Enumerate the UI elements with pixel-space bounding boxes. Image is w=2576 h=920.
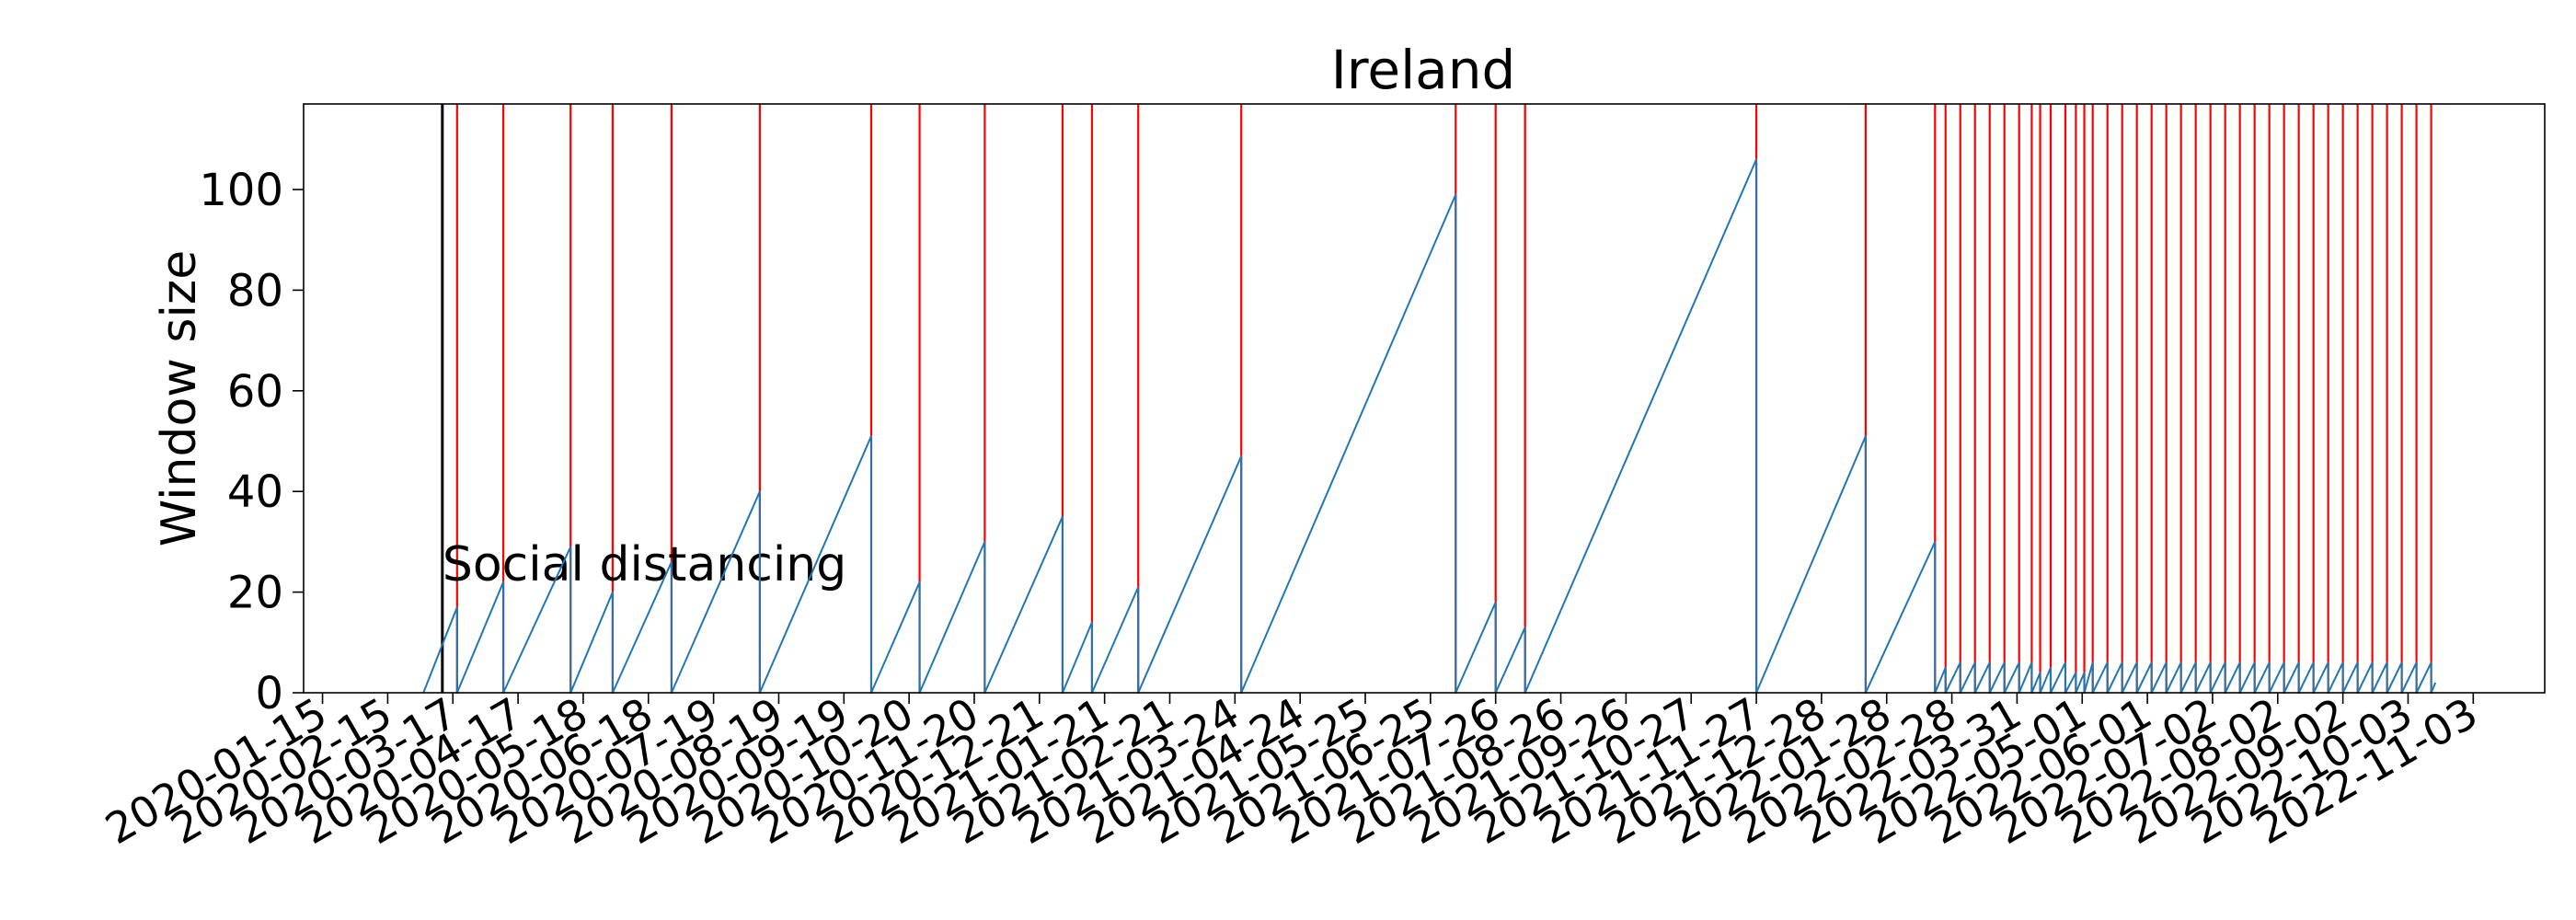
y-tick-label: 40	[227, 466, 283, 518]
y-tick-label: 80	[227, 265, 283, 316]
y-axis: 0 20 40 60 80 100	[199, 165, 304, 719]
annotation-label: Social distancing	[443, 537, 846, 592]
series-line	[422, 158, 2437, 694]
x-axis: 2020-01-152020-02-152020-03-172020-04-17…	[98, 688, 2486, 854]
y-axis-label: Window size	[152, 250, 207, 546]
y-tick-label: 20	[227, 568, 283, 619]
plot-frame	[303, 103, 2546, 694]
series-layer	[422, 158, 2437, 694]
chart-title: Ireland	[1331, 39, 1516, 101]
y-tick-label: 100	[199, 165, 283, 216]
annotation-layer: Social distancing	[441, 104, 846, 693]
y-tick-label: 0	[255, 668, 283, 719]
y-tick-label: 60	[227, 366, 283, 418]
change-point-lines	[455, 104, 2432, 693]
